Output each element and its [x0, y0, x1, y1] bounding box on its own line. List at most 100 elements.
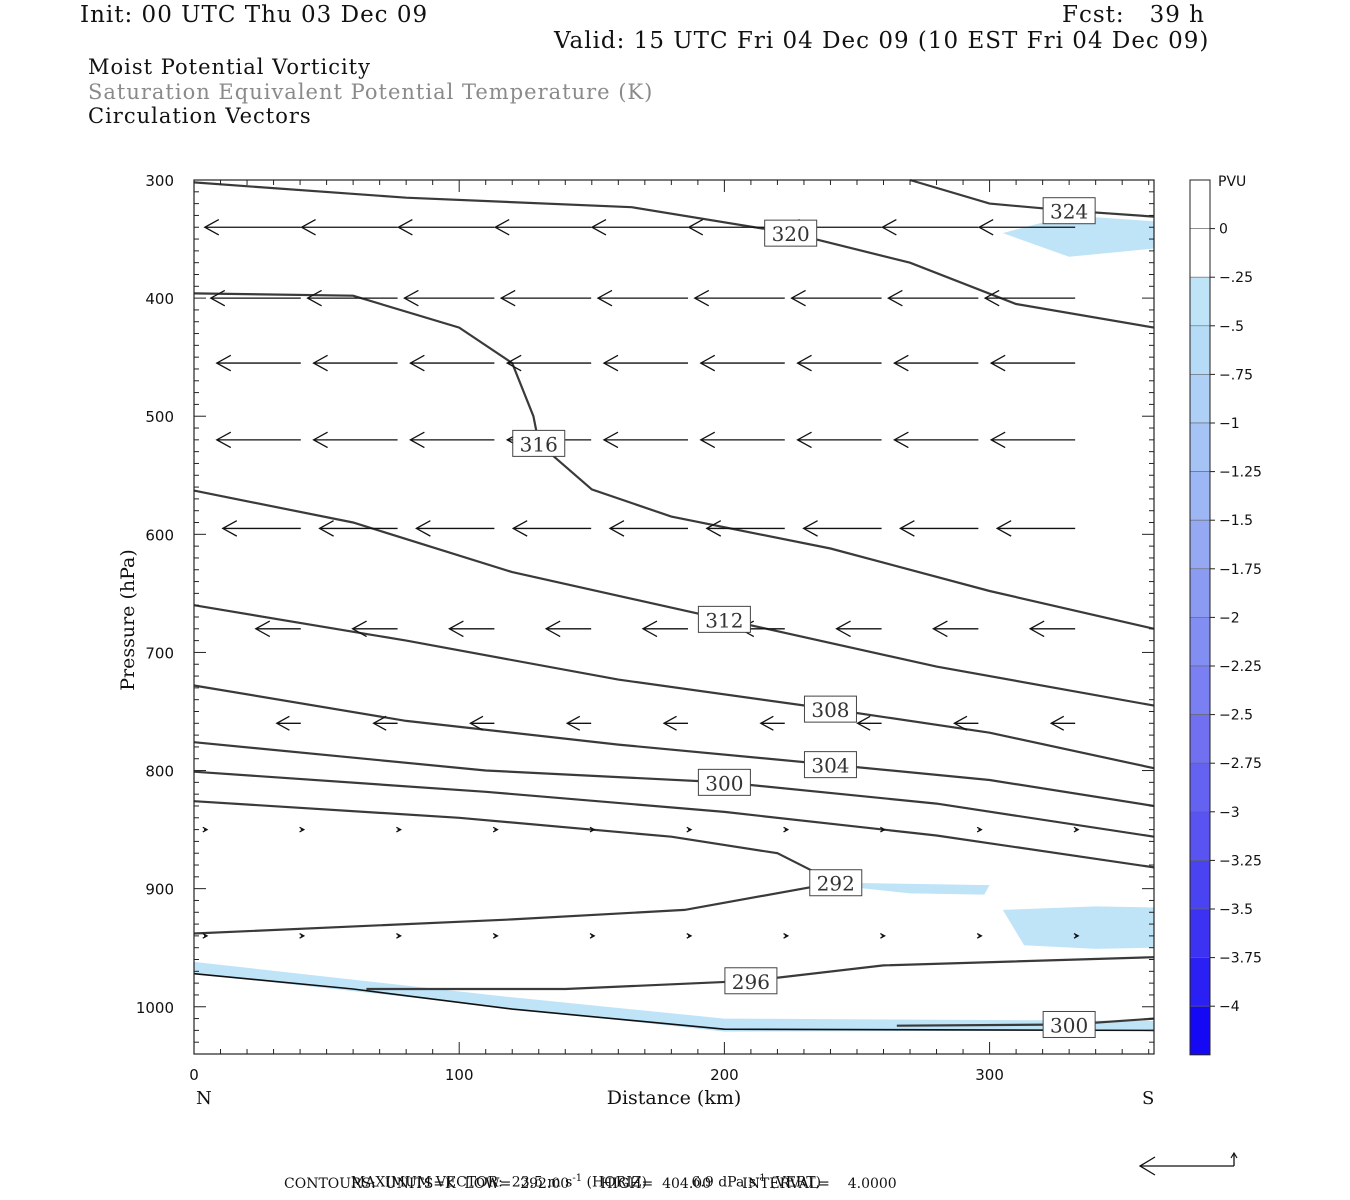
- vector-head: [492, 826, 499, 833]
- vector-head: [409, 354, 425, 372]
- reference-vector: [1138, 1151, 1238, 1176]
- vector-head: [499, 289, 516, 307]
- colorbar-label: −2.75: [1219, 756, 1262, 772]
- horiz-unit: (HORIZ): [586, 1174, 647, 1191]
- contour-labels: 324 320 316 312 308 304 300 292 296 300: [512, 197, 1096, 1038]
- vector-head: [976, 933, 983, 939]
- colorbar-label: −1.5: [1219, 513, 1253, 529]
- theta-contours: [193, 178, 1155, 1032]
- mpv-negative-region: [1002, 906, 1154, 949]
- vector-head: [254, 620, 271, 638]
- y-tick-label: 700: [145, 644, 174, 662]
- vector-head: [544, 620, 561, 638]
- contour-info: CONTOURS: UNITS=K LOW= 292.00 HIGH= 404.…: [284, 1176, 897, 1192]
- vector-head: [306, 289, 322, 307]
- theta-contour-line: [193, 604, 1155, 770]
- colorbar-swatch: [1189, 179, 1211, 229]
- horiz-max-value: 23.5 m s: [511, 1174, 573, 1191]
- vector-head: [893, 354, 909, 372]
- vert-exponent: -1: [755, 1173, 766, 1184]
- ground-surface-line: [193, 972, 1155, 1032]
- theta-contour-line: [909, 178, 1155, 218]
- vector-head: [275, 715, 290, 731]
- colorbar-label: −4: [1219, 999, 1240, 1015]
- horiz-exponent: -1: [572, 1173, 583, 1184]
- contour-label-box: [512, 429, 566, 457]
- vector-head: [802, 520, 818, 537]
- axis-ticks: 300 400 500 600 700 800 900 1000 0 100 200 300: [136, 172, 1154, 1084]
- vector-head: [299, 826, 306, 833]
- north-label: N: [196, 1088, 212, 1109]
- vector-head: [662, 715, 677, 731]
- vert-max-value: 6.9 dPa s: [691, 1174, 756, 1191]
- colorbar-swatch: [1189, 228, 1211, 278]
- vector-head: [976, 826, 983, 833]
- x-axis-label: Distance (km): [607, 1087, 742, 1109]
- contour-label-box: [809, 869, 863, 897]
- max-vector-line: MAXIMUM VECTOR: 23.5 m s-1 (HORIZ) 6.9 d…: [342, 1157, 821, 1191]
- vector-head: [790, 289, 806, 307]
- vector-head: [312, 431, 328, 449]
- colorbar-label: −3: [1219, 805, 1240, 821]
- vector-head: [493, 218, 510, 236]
- vector-head: [977, 218, 994, 236]
- vector-head: [409, 431, 425, 449]
- colorbar-swatch: [1189, 568, 1211, 618]
- vector-head: [1049, 715, 1065, 731]
- field-title-mpv: Moist Potential Vorticity: [88, 55, 371, 79]
- vector-head: [202, 826, 209, 833]
- colorbar-swatch: [1189, 374, 1211, 424]
- vector-head: [448, 620, 464, 638]
- colorbar-label: −.5: [1219, 319, 1244, 335]
- contour-label: 300: [705, 771, 743, 795]
- colorbar-swatch: [1189, 665, 1211, 715]
- colorbar-swatch: [1189, 908, 1211, 958]
- vector-head: [318, 520, 334, 537]
- theta-contour-line: [193, 770, 1155, 869]
- vector-head: [415, 520, 431, 537]
- y-tick-label: 300: [145, 172, 174, 190]
- vector-head: [880, 826, 886, 833]
- colorbar-label: −2: [1219, 610, 1240, 626]
- contour-label-box: [764, 219, 818, 247]
- contour-label: 324: [1050, 200, 1088, 224]
- vector-head: [1028, 620, 1045, 638]
- vector-head: [881, 218, 897, 236]
- colorbar-swatch: [1189, 957, 1211, 1007]
- field-title-theta: Saturation Equivalent Potential Temperat…: [88, 80, 654, 104]
- contour-label: 292: [817, 872, 855, 896]
- x-tick-label: 100: [445, 1066, 474, 1084]
- contour-label: 320: [772, 222, 810, 246]
- theta-contour-line: [193, 741, 1155, 838]
- contour-label-box: [724, 967, 778, 995]
- colorbar-label: −2.5: [1219, 708, 1253, 724]
- y-tick-label: 600: [145, 526, 174, 544]
- y-tick-label: 900: [145, 881, 174, 899]
- colorbar-label: −.25: [1219, 270, 1253, 286]
- vector-head: [989, 431, 1006, 449]
- vector-head: [209, 289, 226, 307]
- contour-label: 308: [811, 698, 849, 722]
- colorbar-swatch: [1189, 617, 1211, 667]
- vector-head: [596, 289, 613, 307]
- vector-head: [372, 715, 387, 731]
- vector-head: [1073, 826, 1080, 833]
- colorbar-label: −1: [1219, 416, 1240, 432]
- theta-contour-line: [193, 181, 1155, 329]
- vector-head: [312, 354, 328, 372]
- valid-time: Valid: 15 UTC Fri 04 Dec 09 (10 EST Fri …: [554, 28, 1210, 54]
- colorbar-label: −1.25: [1219, 465, 1262, 481]
- colorbar-label: −3.5: [1219, 902, 1253, 918]
- vector-head: [705, 520, 722, 537]
- vector-head: [469, 715, 484, 731]
- colorbar-swatch: [1189, 422, 1211, 472]
- vector-head: [699, 431, 716, 449]
- colorbar-label: −.75: [1219, 367, 1253, 383]
- mpv-negative-region: [1002, 215, 1154, 257]
- colorbar-label: −1.75: [1219, 562, 1262, 578]
- vert-unit: (VERT): [770, 1174, 822, 1191]
- vector-head: [983, 289, 1000, 307]
- vector-head: [602, 354, 619, 372]
- field-title-vectors: Circulation Vectors: [88, 104, 312, 128]
